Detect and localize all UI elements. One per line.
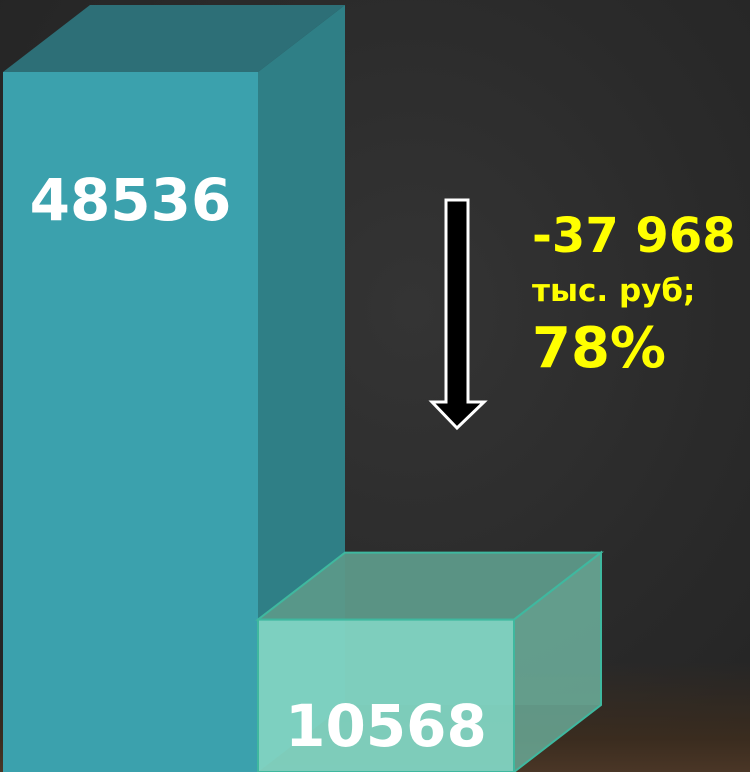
change-percent: 78%: [532, 316, 667, 381]
bar-2: [255, 550, 604, 772]
bar-top-face: [3, 5, 345, 72]
bar-1: [3, 5, 345, 772]
bar-value-label-2: 10568: [285, 692, 487, 760]
bar-front-face: [257, 618, 515, 772]
bars-layer: [3, 5, 604, 772]
down-arrow-icon: [428, 198, 488, 431]
bar-value-label-1: 48536: [30, 166, 232, 234]
bar-front-face: [3, 72, 258, 772]
change-annotation: -37 968 тыс. руб; 78%: [532, 212, 736, 377]
labels-layer: 48536 10568: [30, 166, 487, 760]
change-value: -37 968: [532, 208, 736, 264]
change-unit: тыс. руб;: [532, 273, 696, 309]
